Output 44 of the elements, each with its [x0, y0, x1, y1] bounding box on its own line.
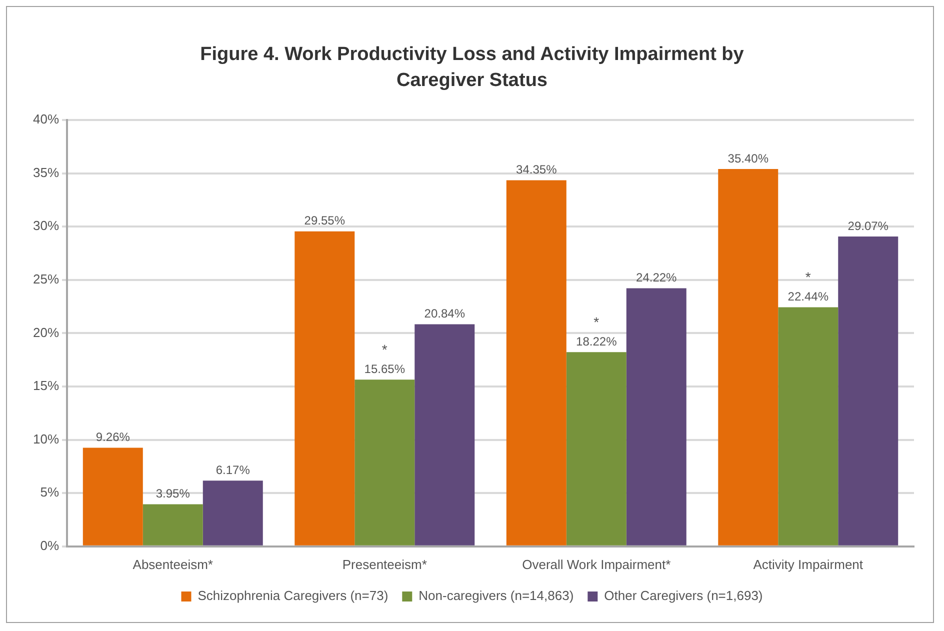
data-label: 20.84% [424, 306, 466, 321]
bar [626, 288, 686, 546]
bar [294, 231, 355, 546]
bar [506, 180, 566, 546]
data-label: 34.35% [516, 162, 558, 177]
bar [566, 352, 626, 546]
data-label: 35.40% [728, 151, 769, 166]
data-label: 29.55% [304, 214, 346, 228]
y-tick-label: 10% [32, 431, 60, 446]
x-tick-label: Activity Impairment [753, 556, 864, 572]
data-label: 24.22% [636, 270, 678, 285]
x-tick-label: Presenteeism* [342, 556, 427, 572]
y-tick-label: 30% [32, 218, 60, 234]
legend-label: Other Caregivers (n=1,693) [604, 588, 763, 604]
data-label: 29.07% [848, 218, 889, 233]
data-label: 15.65% [364, 362, 406, 376]
bar [142, 504, 203, 546]
bar [354, 380, 415, 546]
y-tick-label: 15% [32, 378, 60, 394]
data-label: 22.44% [788, 290, 829, 304]
chart-title: Figure 4. Work Productivity Loss and Activity Impairment by Caregiver Status [200, 43, 744, 93]
legend-label: Non-caregivers (n=14,863) [418, 588, 574, 604]
data-label: 6.17% [216, 462, 250, 477]
data-label: 9.26% [96, 430, 130, 444]
annotation: * [382, 341, 388, 358]
data-label: 3.95% [156, 486, 190, 501]
bar [718, 169, 778, 546]
bar [778, 307, 838, 546]
bar [202, 480, 263, 546]
y-tick-label: 20% [32, 324, 60, 340]
annotation: * [805, 269, 812, 286]
bar [838, 236, 898, 546]
y-tick-label: 5% [40, 484, 60, 500]
y-tick-label: 35% [32, 164, 60, 180]
data-label: 18.22% [576, 334, 618, 348]
y-tick-label: 25% [32, 271, 60, 286]
y-tick-label: 0% [40, 538, 60, 553]
y-tick-label: 40% [32, 112, 60, 127]
x-tick-label: Absenteeism* [132, 556, 213, 572]
annotation: * [594, 314, 600, 330]
x-tick-label: Overall Work Impairment* [522, 556, 671, 572]
bar [414, 324, 475, 546]
bar [82, 448, 143, 546]
legend-label: Schizophrenia Caregivers (n=73) [198, 588, 388, 604]
